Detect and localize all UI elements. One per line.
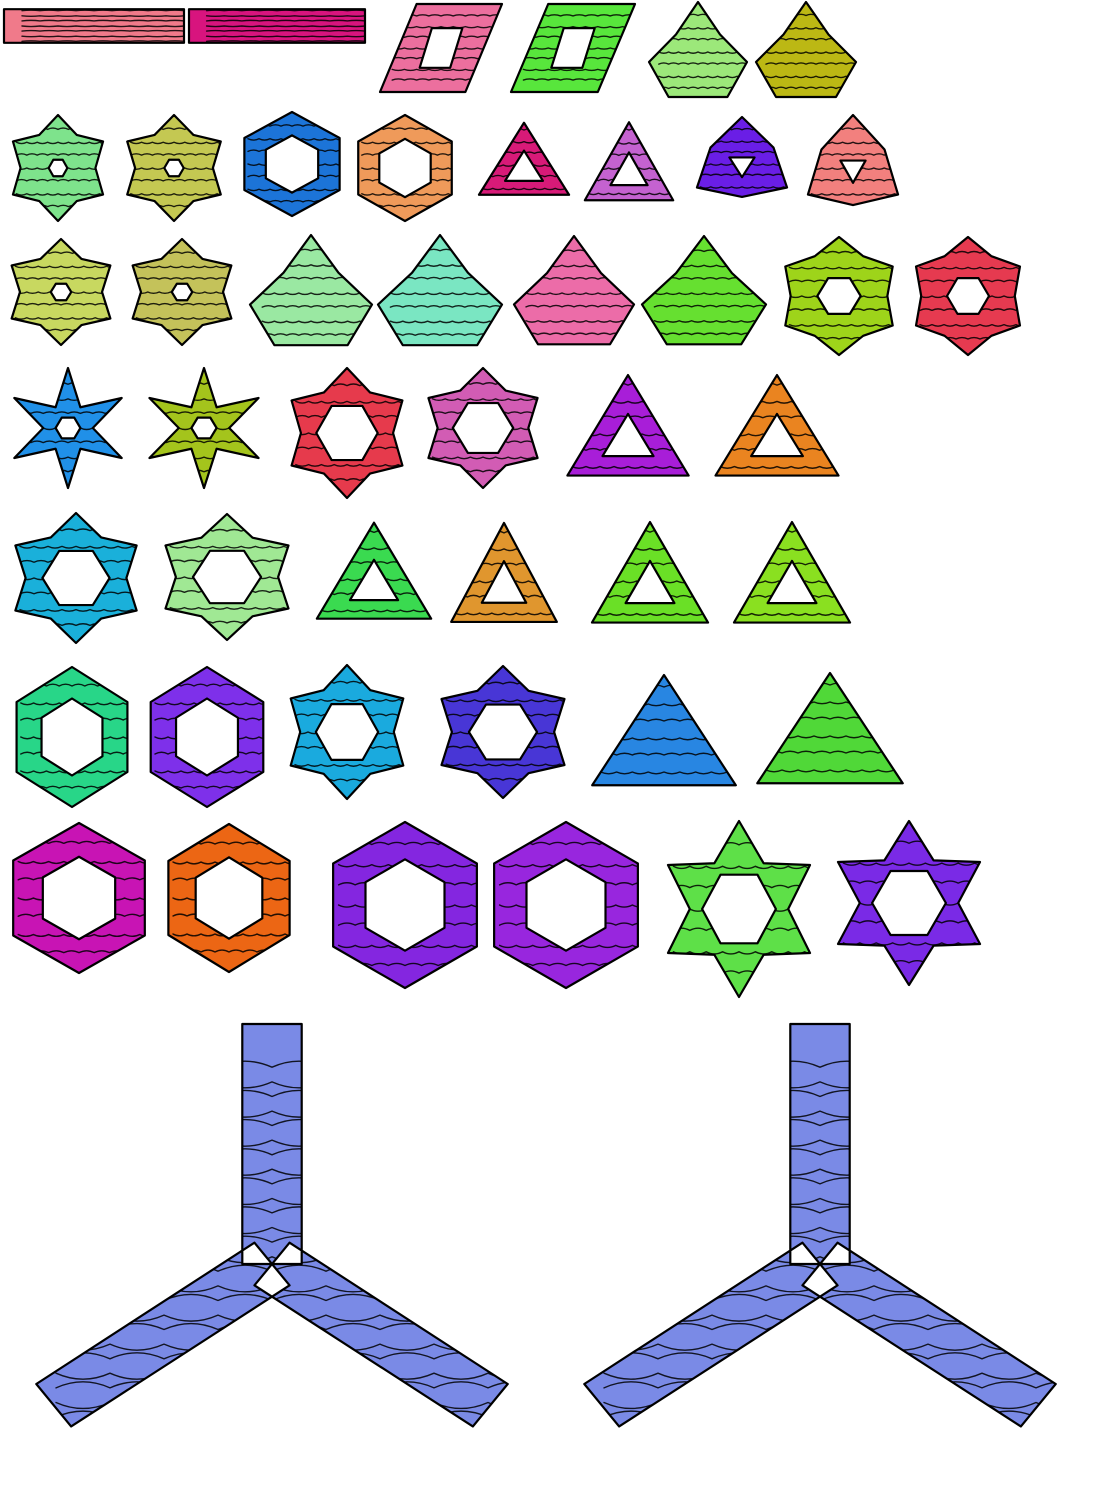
shape-body [585,122,673,200]
shape-body [592,675,736,785]
shape-body [808,115,898,205]
polyhex-shape-r3-6-tri-blob [642,236,766,344]
shape-tile-boundaries [262,249,372,335]
shape-body [734,522,850,623]
polyhex-shape-r3-4-tri-blob [378,235,502,345]
shape-tile-boundaries [526,250,634,335]
polyhex-shape-r1-2-bar [189,9,365,43]
polyhex-shape-r3-2-hex-star [133,239,239,345]
shape-body [317,523,431,619]
polyhex-shape-r6-6-solid-tri [757,673,910,787]
shape-body [592,522,708,623]
polyhex-shape-r8-2-tripod [584,1024,1090,1467]
polyhex-shape-r3-3-tri-blob [250,235,372,345]
shape-tile-boundaries [207,10,365,41]
shape-body [649,2,747,97]
polyhex-shape-r1-6-tri-blob [756,2,856,97]
polyhex-shape-r1-1-bar [4,9,184,43]
shape-body [567,375,688,476]
shape-body [479,123,569,195]
polyhex-shape-r6-5-solid-tri [592,675,743,789]
polyhex-shape-r1-5-tri-blob [649,2,747,97]
shape-body [697,117,787,197]
shape-tile-boundaries [22,10,184,41]
shape-body [451,523,557,622]
shape-tile-boundaries [390,249,502,335]
shape-body [757,673,902,783]
shape-tile-boundaries [766,14,856,88]
shape-tile-boundaries [659,14,747,88]
polyhex-shape-r2-8-tri-pinwheel [808,115,905,207]
shape-body [514,236,634,344]
polyhex-shape-r3-5-tri-blob [514,236,634,344]
shape-body [716,375,839,476]
shape-body [378,235,502,345]
polyhex-shape-r2-2-hex-star [127,115,228,221]
shape-tile-boundaries [654,250,766,335]
